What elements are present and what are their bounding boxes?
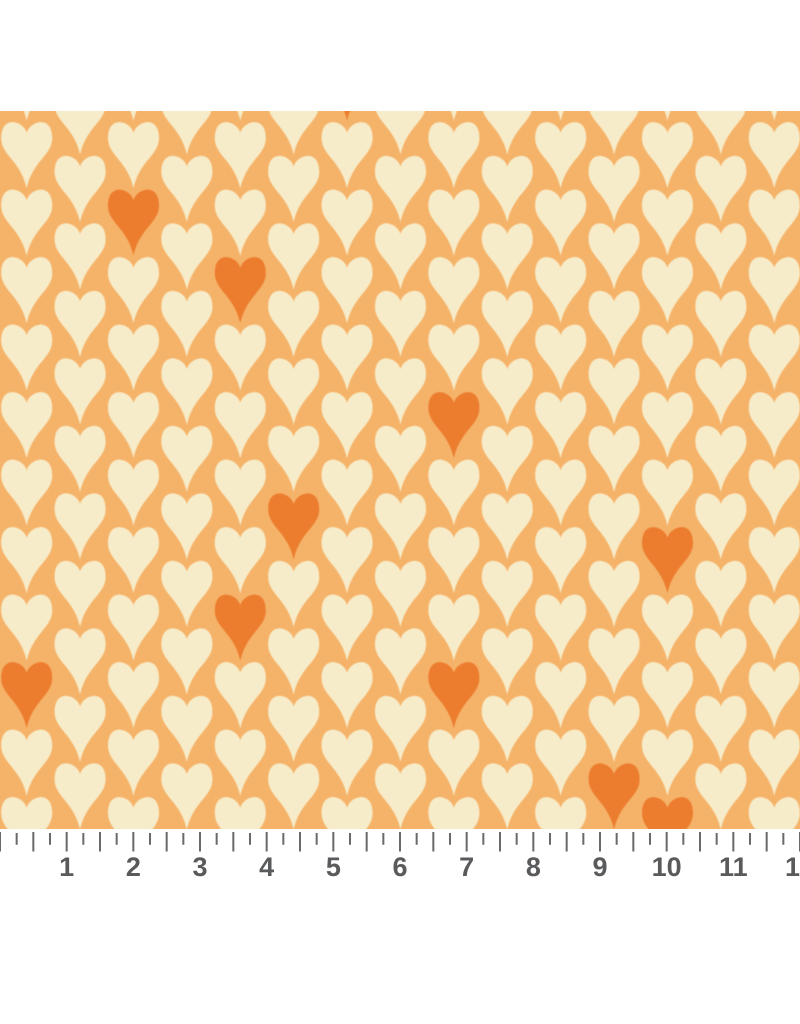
svg-text:8: 8 xyxy=(526,852,541,882)
svg-text:4: 4 xyxy=(259,852,274,882)
svg-text:10: 10 xyxy=(652,852,682,882)
svg-text:9: 9 xyxy=(592,852,607,882)
svg-text:5: 5 xyxy=(326,852,341,882)
svg-text:12: 12 xyxy=(785,852,800,882)
svg-text:1: 1 xyxy=(59,852,74,882)
svg-text:3: 3 xyxy=(192,852,207,882)
svg-text:6: 6 xyxy=(392,852,407,882)
svg-text:7: 7 xyxy=(459,852,474,882)
svg-text:11: 11 xyxy=(719,852,748,882)
svg-text:2: 2 xyxy=(126,852,141,882)
